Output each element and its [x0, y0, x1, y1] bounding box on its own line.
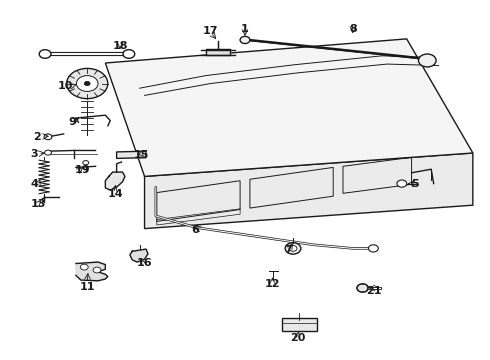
Circle shape [357, 284, 368, 292]
Circle shape [84, 81, 90, 86]
Circle shape [123, 50, 135, 58]
FancyBboxPatch shape [282, 318, 317, 331]
Circle shape [76, 76, 98, 91]
Text: 6: 6 [191, 225, 199, 235]
Text: 21: 21 [367, 286, 382, 296]
Circle shape [285, 243, 301, 254]
Text: 2: 2 [33, 132, 41, 142]
Text: 9: 9 [69, 117, 76, 127]
Circle shape [240, 36, 250, 44]
Text: 5: 5 [412, 179, 419, 189]
Text: 15: 15 [133, 150, 148, 160]
Text: 11: 11 [79, 282, 95, 292]
Circle shape [289, 246, 297, 251]
Text: 20: 20 [290, 333, 306, 343]
Polygon shape [105, 39, 473, 176]
Circle shape [67, 68, 108, 99]
Text: 3: 3 [30, 149, 38, 159]
Text: 4: 4 [30, 179, 38, 189]
Circle shape [83, 161, 89, 165]
Text: 12: 12 [265, 279, 280, 289]
Text: 7: 7 [284, 245, 292, 255]
Text: 19: 19 [74, 165, 90, 175]
Circle shape [39, 50, 51, 58]
Circle shape [45, 150, 51, 155]
Circle shape [80, 264, 88, 270]
Circle shape [44, 134, 52, 140]
Text: 16: 16 [136, 258, 152, 268]
Circle shape [93, 267, 101, 273]
Polygon shape [145, 153, 473, 229]
Text: 10: 10 [58, 81, 73, 91]
Polygon shape [76, 262, 108, 281]
Circle shape [397, 180, 407, 187]
Circle shape [368, 245, 378, 252]
Text: 1: 1 [241, 24, 249, 34]
Text: 18: 18 [112, 41, 128, 51]
Polygon shape [105, 172, 125, 190]
Circle shape [418, 54, 436, 67]
Text: 8: 8 [349, 24, 357, 34]
Polygon shape [206, 41, 230, 55]
Text: 14: 14 [108, 189, 123, 199]
Polygon shape [117, 151, 146, 158]
Polygon shape [130, 249, 148, 262]
Text: 13: 13 [30, 199, 46, 210]
Text: 17: 17 [203, 26, 219, 36]
